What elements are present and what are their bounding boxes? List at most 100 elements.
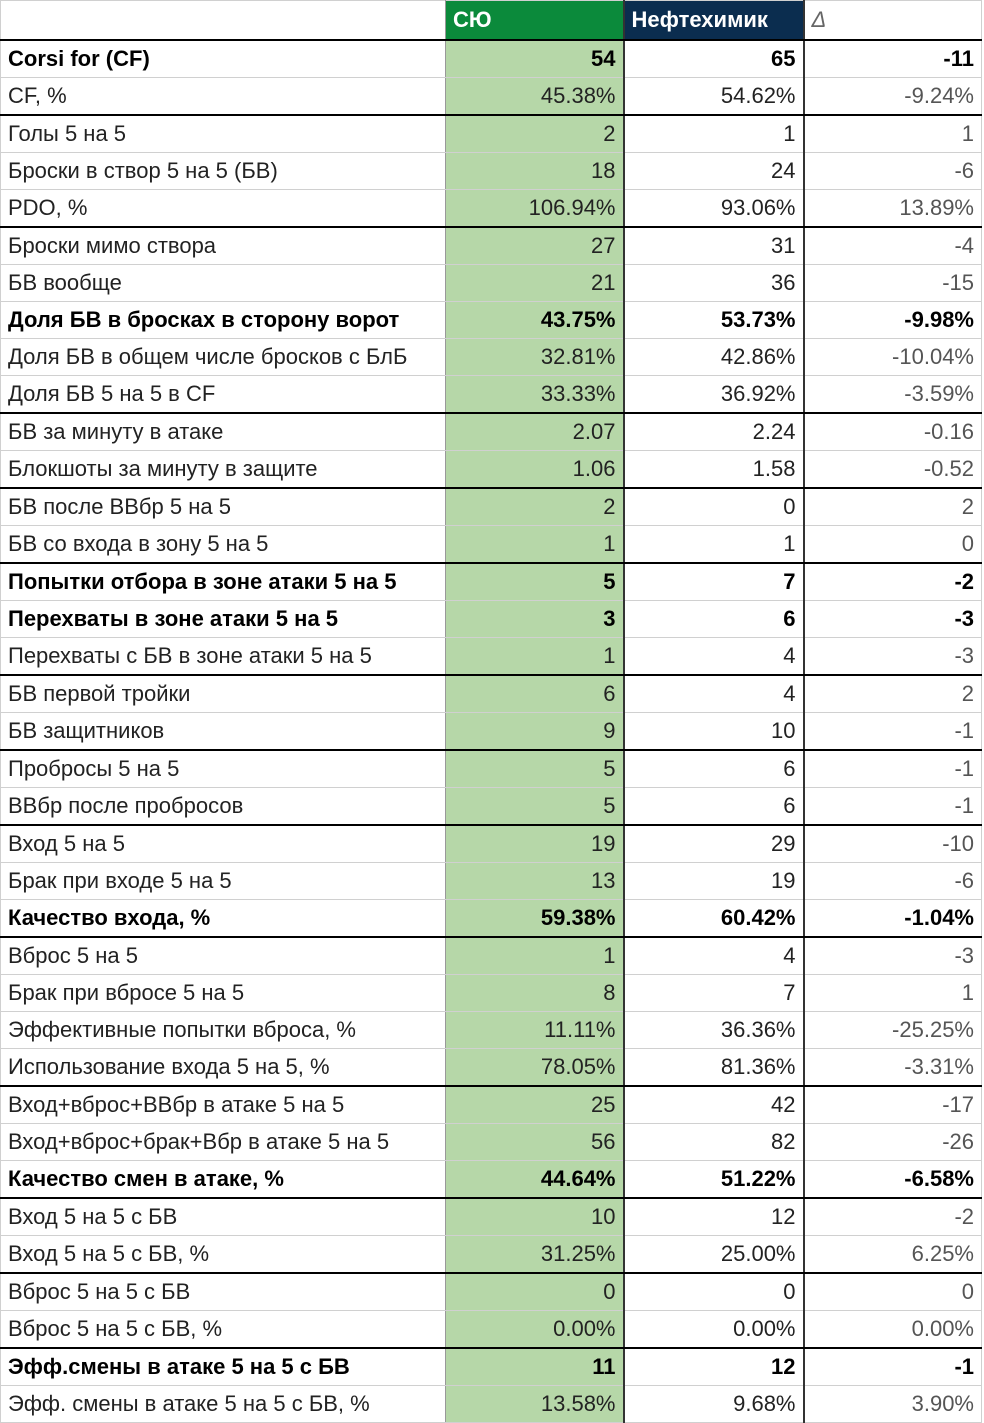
cell-value: -6.58%	[803, 1160, 982, 1199]
cell-value: 82	[623, 1123, 805, 1161]
cell-value: -2	[803, 1197, 982, 1236]
row-label: Перехваты в зоне атаки 5 на 5	[0, 600, 446, 638]
table-row: Corsi for (CF) 54 65 -11	[0, 39, 982, 78]
row-label: Брак при входе 5 на 5	[0, 862, 446, 900]
row-label: Эффективные попытки вброса, %	[0, 1011, 446, 1049]
cell-value: -1	[803, 749, 982, 788]
cell-value: 2.24	[623, 412, 805, 451]
cell-value: 11	[445, 1347, 625, 1386]
cell-value: 44.64%	[445, 1160, 625, 1199]
cell-value: -3.59%	[803, 375, 982, 414]
row-label: Перехваты с БВ в зоне атаки 5 на 5	[0, 637, 446, 676]
cell-value: 13.89%	[803, 189, 982, 228]
cell-value: 25.00%	[623, 1235, 805, 1274]
cell-value: 1	[803, 114, 982, 153]
cell-value: 13.58%	[445, 1385, 625, 1423]
cell-value: 45.38%	[445, 77, 625, 116]
table-row: Эфф. смены в атаке 5 на 5 с БВ, % 13.58% 9…	[0, 1385, 982, 1423]
row-label: Голы 5 на 5	[0, 114, 446, 153]
cell-value: 81.36%	[623, 1048, 805, 1087]
cell-value: 1	[623, 114, 805, 153]
cell-value: 33.33%	[445, 375, 625, 414]
cell-value: 36.92%	[623, 375, 805, 414]
cell-value: 9.68%	[623, 1385, 805, 1423]
row-label: Вход 5 на 5	[0, 824, 446, 863]
row-label: БВ защитников	[0, 712, 446, 751]
cell-value: 106.94%	[445, 189, 625, 228]
cell-value: 78.05%	[445, 1048, 625, 1087]
row-label: Corsi for (CF)	[0, 39, 446, 78]
cell-value: -3	[803, 600, 982, 638]
cell-value: -26	[803, 1123, 982, 1161]
row-label: Броски мимо створа	[0, 226, 446, 265]
row-label: БВ после ВВбр 5 на 5	[0, 487, 446, 526]
cell-value: 65	[623, 39, 805, 78]
row-label: Вход 5 на 5 с БВ	[0, 1197, 446, 1236]
table-row: Попытки отбора в зоне атаки 5 на 5 5 7 -2	[0, 562, 982, 601]
cell-value: 31	[623, 226, 805, 265]
cell-value: 3.90%	[803, 1385, 982, 1423]
row-label: Броски в створ 5 на 5 (БВ)	[0, 152, 446, 190]
table-row: Вброс 5 на 5 с БВ, % 0.00% 0.00% 0.00%	[0, 1310, 982, 1349]
row-label: Эфф.смены в атаке 5 на 5 с БВ	[0, 1347, 446, 1386]
cell-value: -9.98%	[803, 301, 982, 339]
cell-value: -1.04%	[803, 899, 982, 938]
cell-value: 13	[445, 862, 625, 900]
table-row: Качество входа, % 59.38% 60.42% -1.04%	[0, 899, 982, 938]
cell-value: 0	[445, 1272, 625, 1311]
cell-value: 8	[445, 974, 625, 1012]
cell-value: -25.25%	[803, 1011, 982, 1049]
header-cell: Δ	[803, 0, 982, 41]
cell-value: 10	[623, 712, 805, 751]
cell-value: 6	[623, 787, 805, 826]
cell-value: 2	[803, 674, 982, 713]
cell-value: -0.52	[803, 450, 982, 489]
row-label: БВ за минуту в атаке	[0, 412, 446, 451]
cell-value: 24	[623, 152, 805, 190]
cell-value: 43.75%	[445, 301, 625, 339]
table-row: Пробросы 5 на 5 5 6 -1	[0, 749, 982, 788]
row-label: Вход 5 на 5 с БВ, %	[0, 1235, 446, 1274]
cell-value: 6.25%	[803, 1235, 982, 1274]
cell-value: 11.11%	[445, 1011, 625, 1049]
row-label: Качество входа, %	[0, 899, 446, 938]
cell-value: -9.24%	[803, 77, 982, 116]
header-row: СЮ Нефтехимик Δ	[0, 0, 982, 41]
cell-value: 9	[445, 712, 625, 751]
cell-value: 7	[623, 562, 805, 601]
cell-value: 10	[445, 1197, 625, 1236]
table-row: Доля БВ в бросках в сторону ворот 43.75% 5…	[0, 301, 982, 339]
cell-value: 1	[803, 974, 982, 1012]
table-row: ВВбр после пробросов 5 6 -1	[0, 787, 982, 826]
row-label: Качество смен в атаке, %	[0, 1160, 446, 1199]
cell-value: 12	[623, 1347, 805, 1386]
cell-value: 5	[445, 562, 625, 601]
row-label: Эфф. смены в атаке 5 на 5 с БВ, %	[0, 1385, 446, 1423]
cell-value: 51.22%	[623, 1160, 805, 1199]
cell-value: -6	[803, 152, 982, 190]
cell-value: 54.62%	[623, 77, 805, 116]
table-row: Перехваты с БВ в зоне атаки 5 на 5 1 4 -3	[0, 637, 982, 676]
cell-value: 0.00%	[623, 1310, 805, 1349]
cell-value: 4	[623, 936, 805, 975]
table-row: Качество смен в атаке, % 44.64% 51.22% -6.5…	[0, 1160, 982, 1199]
cell-value: -10	[803, 824, 982, 863]
table-row: Перехваты в зоне атаки 5 на 5 3 6 -3	[0, 600, 982, 638]
cell-value: 6	[623, 600, 805, 638]
table-row: Блокшоты за минуту в защите 1.06 1.58 -0.52	[0, 450, 982, 489]
cell-value: 3	[445, 600, 625, 638]
table-row: CF, % 45.38% 54.62% -9.24%	[0, 77, 982, 116]
table-row: Броски в створ 5 на 5 (БВ) 18 24 -6	[0, 152, 982, 190]
header-cell: Нефтехимик	[623, 0, 805, 41]
cell-value: 2.07	[445, 412, 625, 451]
row-label: Вход+вброс+ВВбр в атаке 5 на 5	[0, 1085, 446, 1124]
cell-value: 1	[445, 637, 625, 676]
cell-value: -0.16	[803, 412, 982, 451]
row-label: Вброс 5 на 5 с БВ, %	[0, 1310, 446, 1349]
table-row: Вброс 5 на 5 с БВ 0 0 0	[0, 1272, 982, 1311]
cell-value: -3	[803, 936, 982, 975]
cell-value: 31.25%	[445, 1235, 625, 1274]
table-row: Эффективные попытки вброса, % 11.11% 36.36…	[0, 1011, 982, 1049]
row-label: Доля БВ 5 на 5 в CF	[0, 375, 446, 414]
